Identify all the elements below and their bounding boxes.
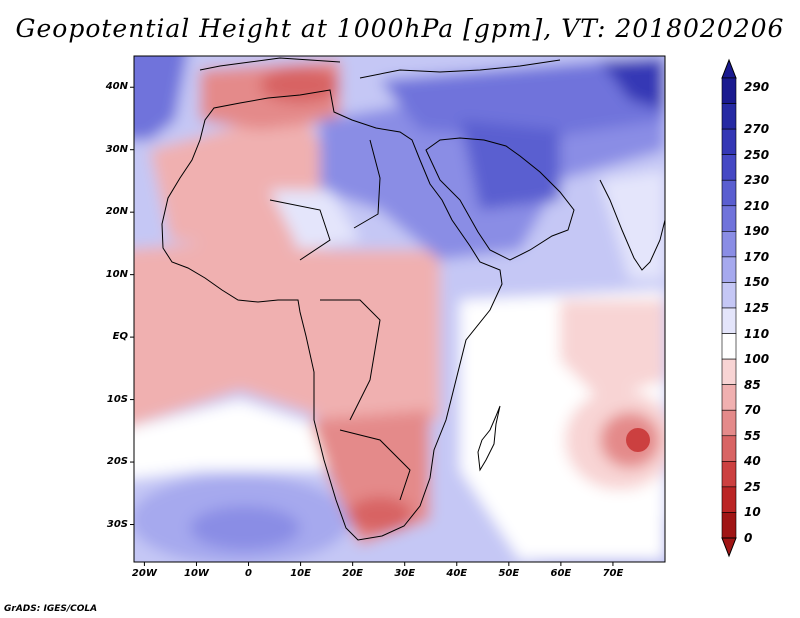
lat-tick-label: 40N (105, 81, 128, 93)
colorbar-label: 85 (744, 377, 761, 392)
lon-tick-label: 70E (602, 568, 624, 579)
lat-tick-label: 10N (105, 268, 128, 280)
map-title: Geopotential Height at 1000hPa [gpm], VT… (15, 14, 785, 43)
lat-tick-label: 10S (106, 393, 128, 405)
lon-tick-label: 60E (550, 568, 572, 579)
colorbar-swatch (721, 512, 737, 539)
lat-tick-label: 20S (106, 456, 128, 468)
colorbar-bottom-arrow (721, 537, 737, 558)
lon-tick-label: 20E (342, 568, 364, 579)
colorbar-swatch (721, 128, 737, 155)
colorbar-label: 290 (744, 80, 770, 94)
colorbar-label: 0 (744, 531, 753, 545)
colorbar-swatch (721, 231, 737, 258)
lat-tick-label: 30S (106, 518, 128, 530)
colorbar-label: 25 (744, 479, 761, 494)
colorbar-label: 70 (744, 403, 761, 418)
colorbar-label: 250 (744, 147, 770, 162)
colorbar-label: 210 (744, 198, 770, 213)
colorbar-label: 170 (744, 249, 770, 264)
lon-tick-label: 30E (394, 568, 416, 579)
colorbar-swatch (721, 282, 737, 309)
contour-field (134, 56, 665, 562)
colorbar (721, 58, 737, 558)
colorbar-swatch (721, 333, 737, 360)
colorbar-swatch (721, 358, 737, 385)
colorbar-swatch (721, 435, 737, 462)
colorbar-swatch (721, 486, 737, 513)
lon-tick-label: 20W (131, 568, 157, 579)
colorbar-swatch (721, 256, 737, 283)
colorbar-swatch (721, 154, 737, 181)
lon-tick-label: 40E (446, 568, 468, 579)
colorbar-label: 190 (744, 224, 770, 239)
colorbar-swatch (721, 103, 737, 130)
lat-tick-label: EQ (112, 331, 128, 343)
colorbar-swatch (721, 307, 737, 334)
lon-tick-label: 0 (245, 568, 252, 579)
colorbar-label: 270 (744, 122, 770, 137)
colorbar-swatch (721, 77, 737, 104)
credit-text: GrADS: IGES/COLA (4, 604, 98, 614)
colorbar-swatch (721, 461, 737, 488)
colorbar-label: 110 (744, 326, 770, 341)
plot-frame (133, 55, 666, 563)
colorbar-label: 125 (744, 301, 770, 315)
lat-tick-label: 20N (105, 206, 128, 218)
colorbar-swatch (721, 205, 737, 232)
colorbar-label: 100 (744, 352, 770, 367)
lat-tick-label: 30N (105, 143, 128, 155)
colorbar-label: 230 (744, 173, 770, 188)
lon-tick-label: 50E (498, 568, 520, 579)
colorbar-label: 55 (744, 428, 761, 443)
colorbar-top-arrow (721, 58, 737, 79)
colorbar-swatch (721, 179, 737, 207)
lon-tick-label: 10E (290, 568, 311, 579)
colorbar-label: 40 (744, 454, 761, 469)
lon-tick-label: 10W (183, 568, 209, 579)
colorbar-label: 10 (744, 505, 761, 520)
colorbar-swatch (721, 384, 737, 411)
coastlines (161, 57, 665, 541)
colorbar-label: 150 (744, 275, 770, 290)
colorbar-swatch (721, 409, 737, 437)
